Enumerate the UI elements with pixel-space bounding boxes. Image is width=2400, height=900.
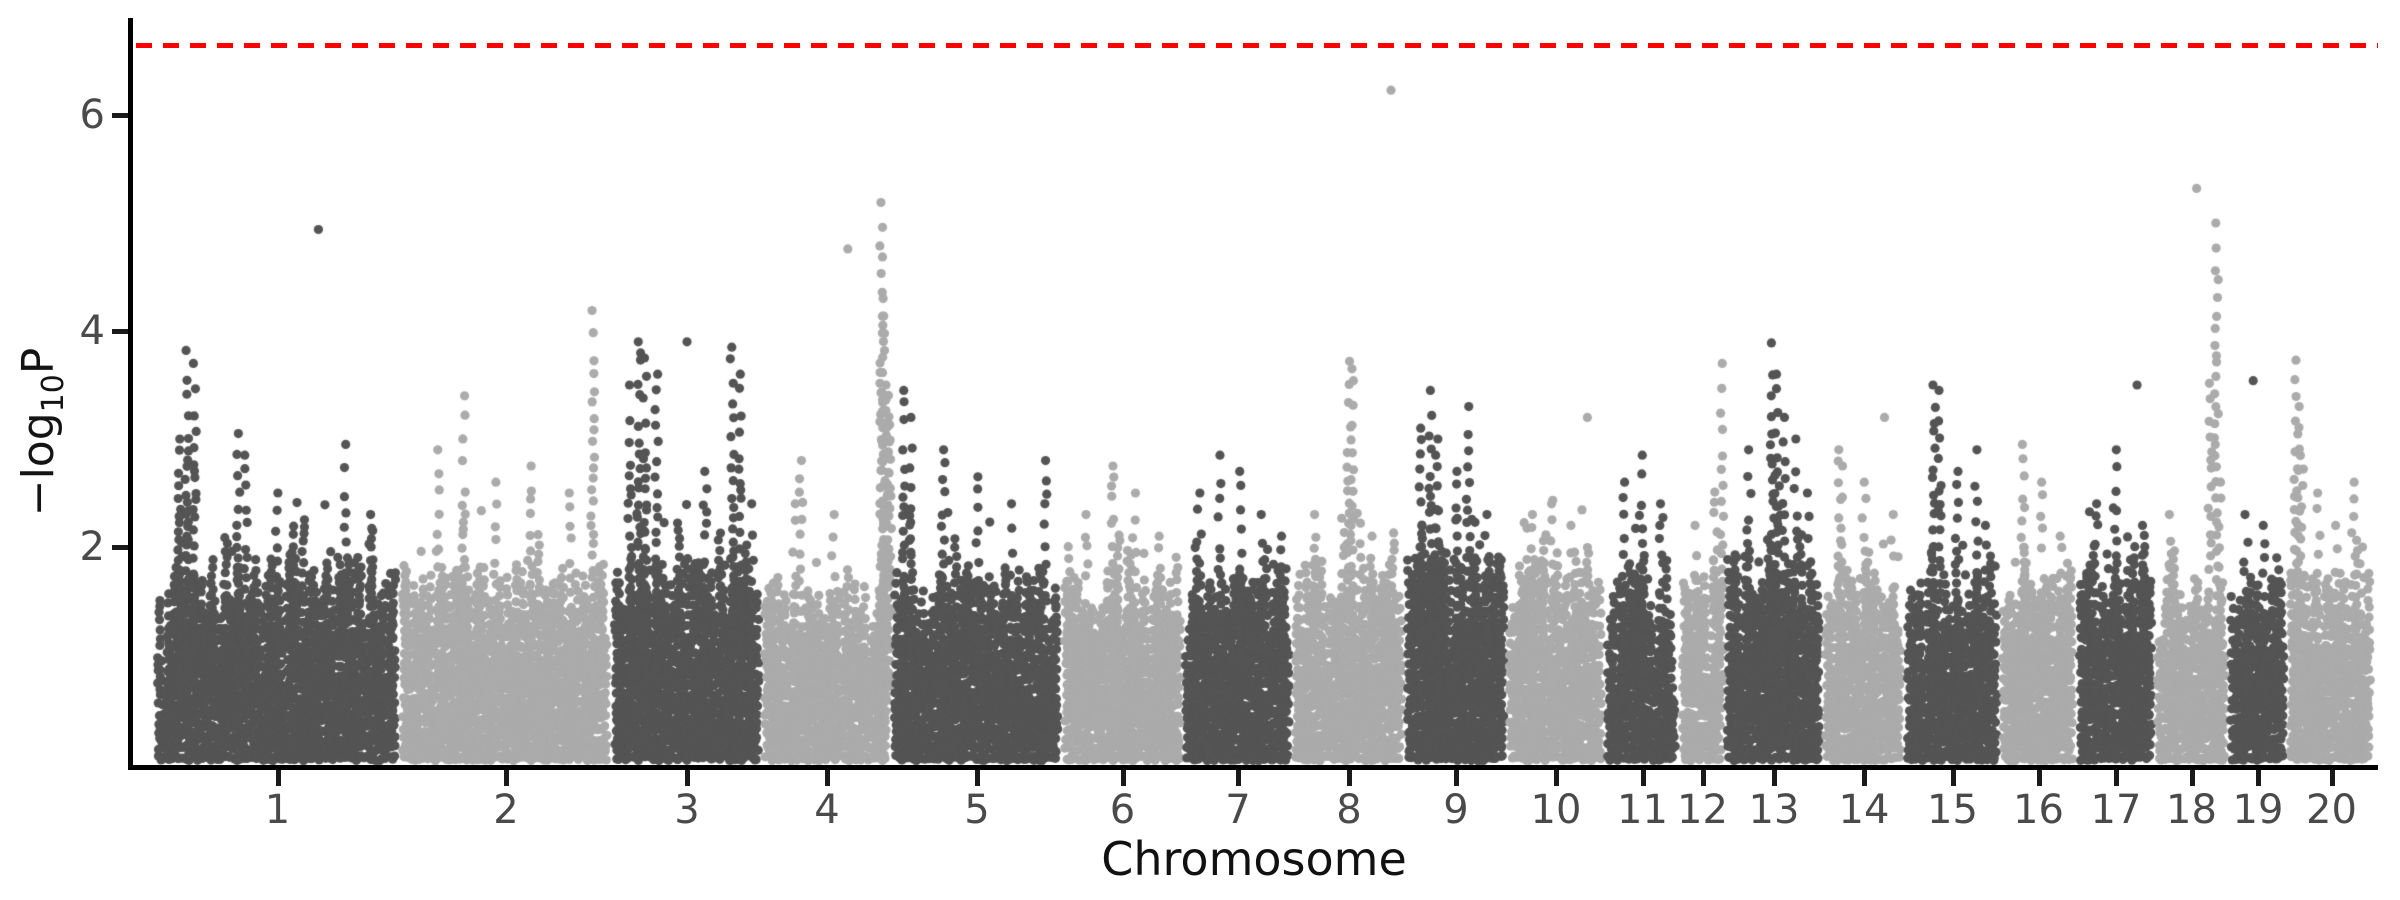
- x-tick-mark: [1120, 770, 1126, 786]
- x-tick-mark: [1347, 770, 1352, 786]
- y-tick-label: 2: [79, 524, 105, 570]
- x-tick-mark: [685, 770, 690, 786]
- x-tick-mark: [2036, 770, 2042, 786]
- y-axis-title: −log10P: [13, 348, 71, 517]
- x-tick-mark: [1454, 770, 1459, 786]
- x-tick-label: 16: [2013, 787, 2064, 833]
- x-tick-mark: [1554, 770, 1559, 786]
- y-tick-label: 4: [79, 308, 105, 354]
- x-tick-label: 4: [814, 787, 840, 833]
- y-axis-title-prefix: −log: [13, 412, 65, 517]
- y-axis-title-suffix: P: [13, 347, 65, 375]
- x-tick-label: 10: [1530, 787, 1582, 833]
- x-tick-label: 17: [2090, 787, 2142, 833]
- significance-threshold-line: [136, 42, 2378, 48]
- x-tick-label: 14: [1838, 787, 1890, 833]
- x-tick-label: 12: [1677, 787, 1728, 833]
- x-tick-mark: [1950, 770, 1956, 786]
- x-tick-label: 19: [2232, 787, 2284, 833]
- x-tick-mark: [2189, 770, 2195, 786]
- x-tick-label: 15: [1927, 787, 1978, 833]
- x-tick-mark: [1236, 770, 1241, 786]
- y-tick-mark: [112, 329, 128, 334]
- y-axis-line: [128, 18, 133, 770]
- x-tick-label: 13: [1748, 787, 1800, 833]
- x-tick-label: 7: [1225, 787, 1251, 833]
- y-axis-title-subscript: 10: [35, 374, 71, 413]
- x-tick-mark: [2256, 770, 2261, 786]
- x-tick-mark: [2329, 770, 2335, 786]
- x-tick-mark: [275, 770, 281, 786]
- x-tick-mark: [2114, 770, 2119, 786]
- x-tick-label: 11: [1617, 787, 1668, 833]
- y-tick-mark: [112, 545, 128, 550]
- x-axis-line: [128, 765, 2378, 770]
- x-tick-label: 8: [1336, 787, 1362, 833]
- x-tick-label: 1: [264, 787, 291, 833]
- x-tick-mark: [1640, 770, 1646, 786]
- x-tick-mark: [1700, 770, 1706, 786]
- x-tick-mark: [1862, 770, 1867, 786]
- x-tick-mark: [975, 770, 980, 786]
- x-tick-mark: [1772, 770, 1777, 786]
- x-tick-label: 3: [674, 787, 700, 833]
- x-tick-label: 5: [964, 787, 990, 833]
- y-tick-mark: [112, 113, 128, 118]
- x-axis-title: Chromosome: [1101, 832, 1407, 886]
- x-tick-label: 18: [2166, 787, 2217, 833]
- x-tick-label: 6: [1109, 787, 1136, 833]
- x-tick-label: 2: [493, 787, 519, 833]
- y-tick-label: 6: [79, 92, 105, 138]
- x-tick-label: 9: [1443, 787, 1469, 833]
- x-tick-label: 20: [2306, 787, 2357, 833]
- x-tick-mark: [825, 770, 830, 786]
- x-tick-mark: [504, 770, 509, 786]
